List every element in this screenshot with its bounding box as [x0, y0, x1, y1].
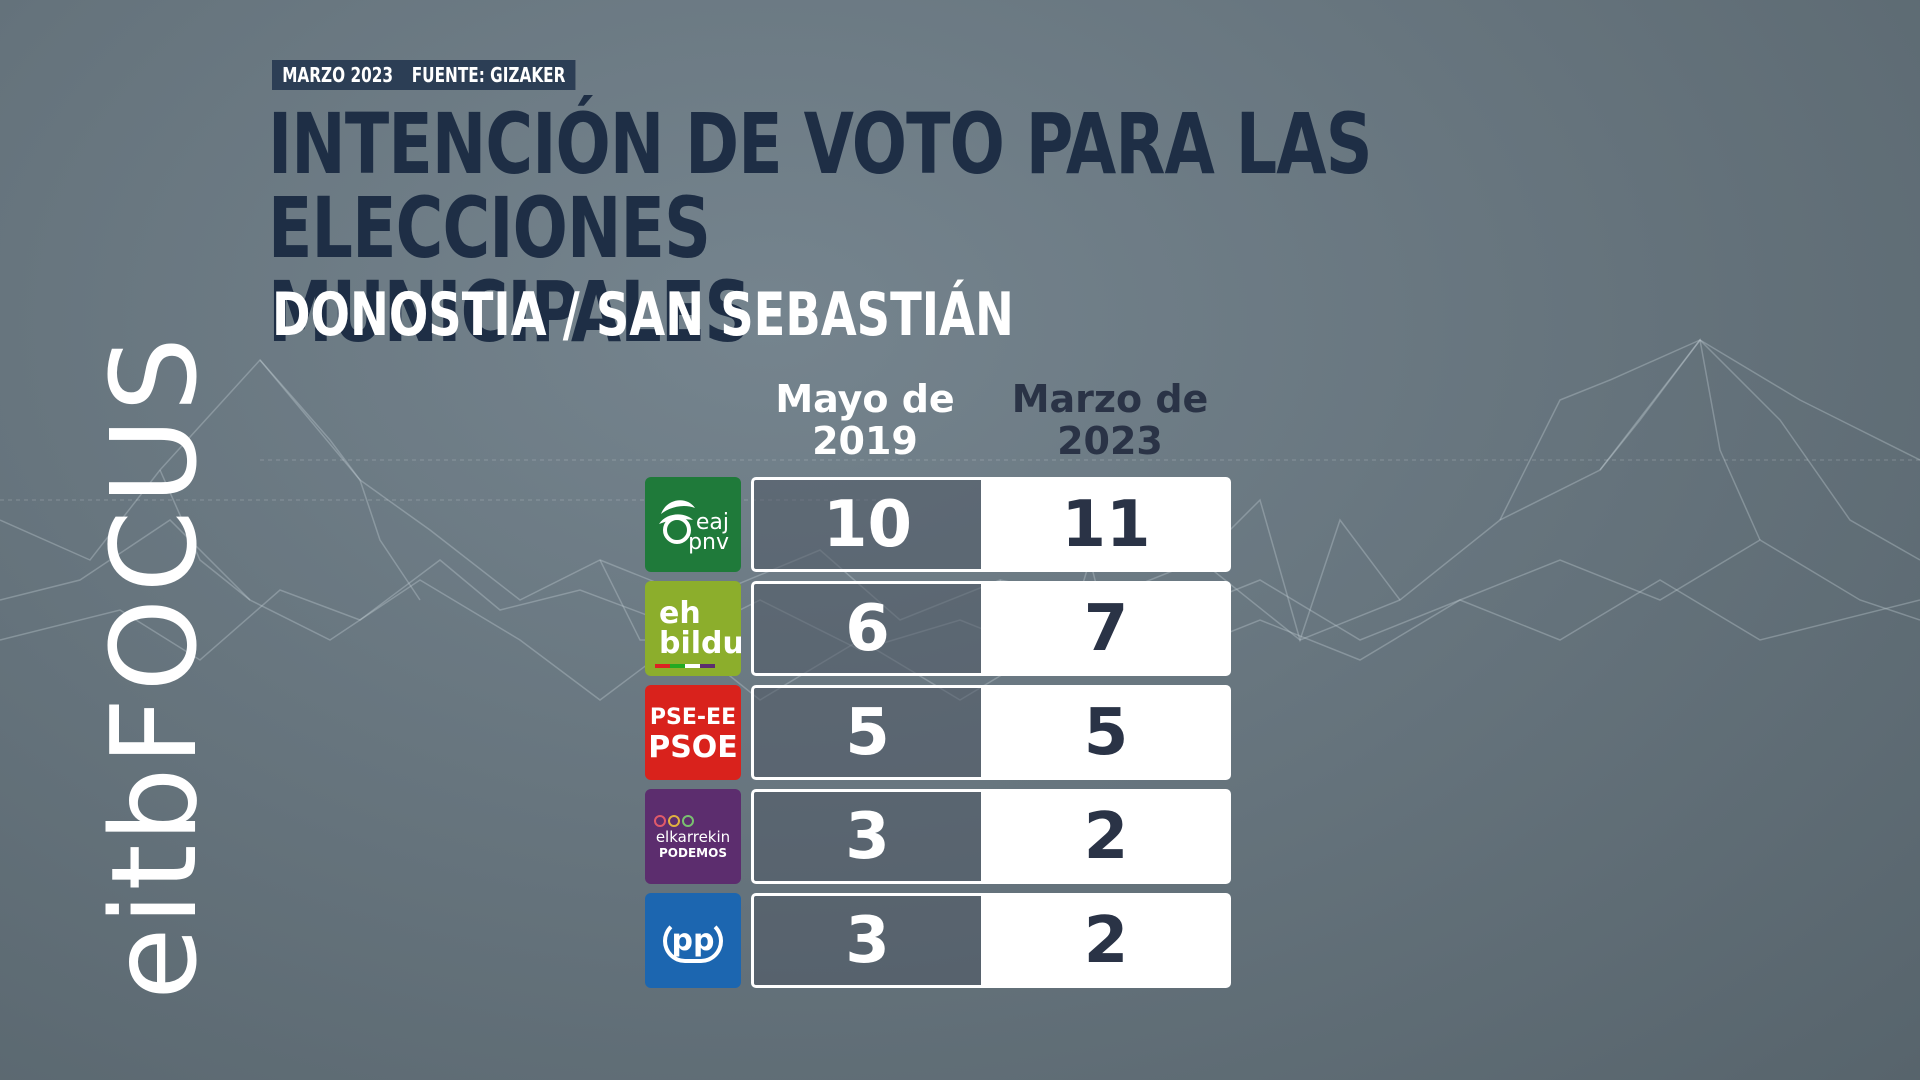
meta-tag: MARZO 2023 FUENTE: GIZAKER — [272, 60, 576, 90]
bildu-logo-text-2: bildu — [659, 625, 741, 661]
value-bildu-2019: 6 — [751, 581, 981, 676]
pp-logo-text: pp — [671, 922, 715, 958]
podemos-logo-text-2: PODEMOS — [659, 845, 727, 860]
column-header-2019-line-1: Mayo de — [775, 377, 955, 421]
table-row-bildu: eh bildu 6 7 — [645, 581, 1231, 676]
pnv-logo-icon — [659, 499, 695, 544]
party-logo-pnv: eaj pnv — [645, 477, 741, 572]
column-header-2019-line-2: 2019 — [812, 419, 918, 463]
psoe-logo-text-1: PSE-EE — [649, 704, 737, 730]
pp-logo-mark: pp — [663, 918, 723, 963]
meta-date: MARZO 2023 — [282, 63, 394, 87]
pnv-logo-text-2: pnv — [688, 530, 729, 555]
value-pnv-2023: 11 — [981, 477, 1231, 572]
value-psoe-2019: 5 — [751, 685, 981, 780]
column-header-2023: Marzo de 2023 — [990, 378, 1230, 462]
podemos-dots-icon — [654, 814, 694, 827]
value-podemos-2019: 3 — [751, 789, 981, 884]
table-row-podemos: elkarrekin PODEMOS 3 2 — [645, 789, 1231, 884]
table-row-pnv: eaj pnv 10 11 — [645, 477, 1231, 572]
title-line-2: MUNICIPALES — [268, 263, 751, 361]
column-header-2023-line-2: 2023 — [1057, 419, 1163, 463]
party-logo-bildu: eh bildu — [645, 581, 741, 676]
party-logo-psoe: PSE-EE PSOE — [645, 685, 741, 780]
brand-part-1: eitb — [85, 765, 223, 1000]
value-bildu-2023: 7 — [981, 581, 1231, 676]
page-title: INTENCIÓN DE VOTO PARA LAS ELECCIONES MU… — [268, 102, 1558, 354]
pnv-logo-text-1: eaj — [695, 510, 729, 535]
brand-logo: eitb FOCUS — [85, 331, 223, 1000]
brand-part-2: FOCUS — [85, 331, 223, 766]
value-podemos-2023: 2 — [981, 789, 1231, 884]
value-pp-2019: 3 — [751, 893, 981, 988]
party-logo-podemos: elkarrekin PODEMOS — [645, 789, 741, 884]
psoe-logo-text-2: PSOE — [648, 729, 738, 765]
column-header-2019: Mayo de 2019 — [745, 378, 985, 462]
party-logo-pp: pp — [645, 893, 741, 988]
table-row-pp: pp 3 2 — [645, 893, 1231, 988]
table-row-psoe: PSE-EE PSOE 5 5 — [645, 685, 1231, 780]
title-line-1: INTENCIÓN DE VOTO PARA LAS ELECCIONES — [268, 95, 1373, 277]
value-pp-2023: 2 — [981, 893, 1231, 988]
bildu-logo-text-1: eh — [659, 595, 701, 631]
page-subtitle: DONOSTIA / SAN SEBASTIÁN — [272, 280, 1014, 350]
bildu-logo-stripe — [655, 664, 715, 668]
meta-source: FUENTE: GIZAKER — [411, 63, 566, 87]
podemos-logo-text-1: elkarrekin — [655, 827, 731, 846]
column-header-2023-line-1: Marzo de — [1011, 377, 1209, 421]
value-psoe-2023: 5 — [981, 685, 1231, 780]
value-pnv-2019: 10 — [751, 477, 981, 572]
